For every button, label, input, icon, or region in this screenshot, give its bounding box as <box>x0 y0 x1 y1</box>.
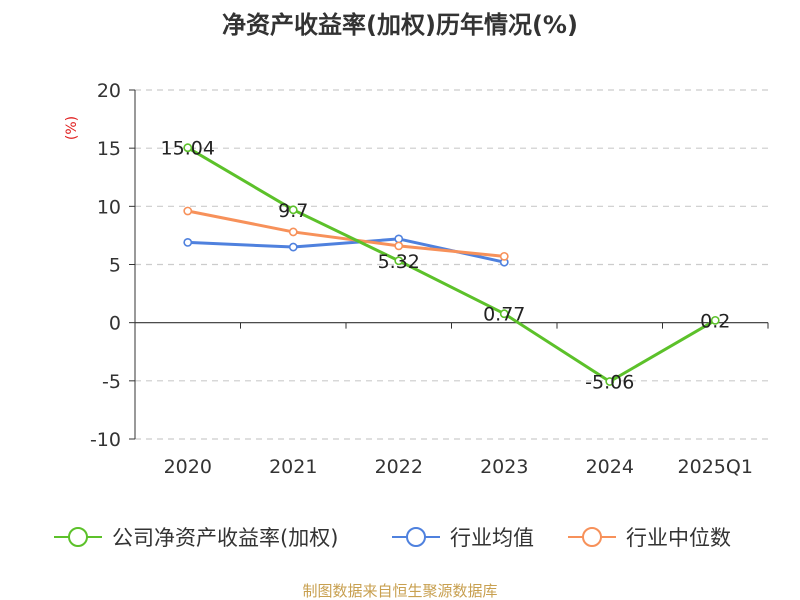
x-tick-label: 2022 <box>375 456 423 478</box>
data-point[interactable] <box>183 206 193 216</box>
x-tick-label: 2023 <box>480 456 528 478</box>
y-tick-label: 10 <box>97 196 121 218</box>
y-tick-label: -5 <box>102 371 121 393</box>
legend-label: 公司净资产收益率(加权) <box>112 526 338 550</box>
data-point[interactable] <box>183 143 193 153</box>
x-tick-label: 2021 <box>269 456 317 478</box>
legend-item[interactable]: 行业均值 <box>392 526 534 550</box>
data-labels: 15.04 9.7 5.32 0.77 -5.06 0.2 <box>161 138 731 394</box>
data-label: 0.77 <box>483 304 525 326</box>
series-lines <box>183 143 720 386</box>
data-point[interactable] <box>288 227 298 237</box>
legend-label: 行业均值 <box>450 526 534 550</box>
chart-title: 净资产收益率(加权)历年情况(%) <box>222 11 578 39</box>
data-label: 5.32 <box>378 251 420 273</box>
data-point[interactable] <box>394 241 404 251</box>
legend-item[interactable]: 公司净资产收益率(加权) <box>54 526 338 550</box>
legend-marker-icon <box>406 527 426 547</box>
data-point[interactable] <box>288 205 298 215</box>
data-point[interactable] <box>605 377 615 386</box>
x-tick-label: 2020 <box>164 456 212 478</box>
series-0 <box>183 143 720 386</box>
legend[interactable]: 公司净资产收益率(加权) 行业均值 行业中位数 <box>54 526 731 550</box>
data-point[interactable] <box>288 242 298 252</box>
x-tick-label: 2025Q1 <box>678 456 753 478</box>
data-point[interactable] <box>394 256 404 266</box>
data-label: 15.04 <box>161 138 215 160</box>
data-label: -5.06 <box>585 372 634 394</box>
y-axis-unit-label: (%) <box>64 116 80 140</box>
x-tick-label: 2024 <box>586 456 634 478</box>
y-tick-label: 5 <box>109 255 121 277</box>
data-label: 9.7 <box>278 200 308 222</box>
series-2 <box>183 206 509 261</box>
data-point[interactable] <box>394 234 404 244</box>
y-tick-label: 20 <box>97 80 121 102</box>
legend-item[interactable]: 行业中位数 <box>568 526 731 550</box>
series-line <box>187 209 505 258</box>
legend-marker-icon <box>582 527 602 547</box>
data-point[interactable] <box>499 309 509 319</box>
data-label: 0.2 <box>700 310 730 332</box>
legend-marker-icon <box>68 527 88 547</box>
data-point[interactable] <box>499 251 509 261</box>
legend-label: 行业中位数 <box>626 526 731 550</box>
y-tick-label: 15 <box>97 138 121 160</box>
data-point[interactable] <box>183 237 193 247</box>
data-point[interactable] <box>710 315 720 325</box>
y-tick-label: -10 <box>90 429 121 451</box>
source-note: 制图数据来自恒生聚源数据库 <box>302 582 497 600</box>
series-line <box>186 146 717 384</box>
y-tick-label: 0 <box>109 313 121 335</box>
grid-lines <box>135 89 768 440</box>
